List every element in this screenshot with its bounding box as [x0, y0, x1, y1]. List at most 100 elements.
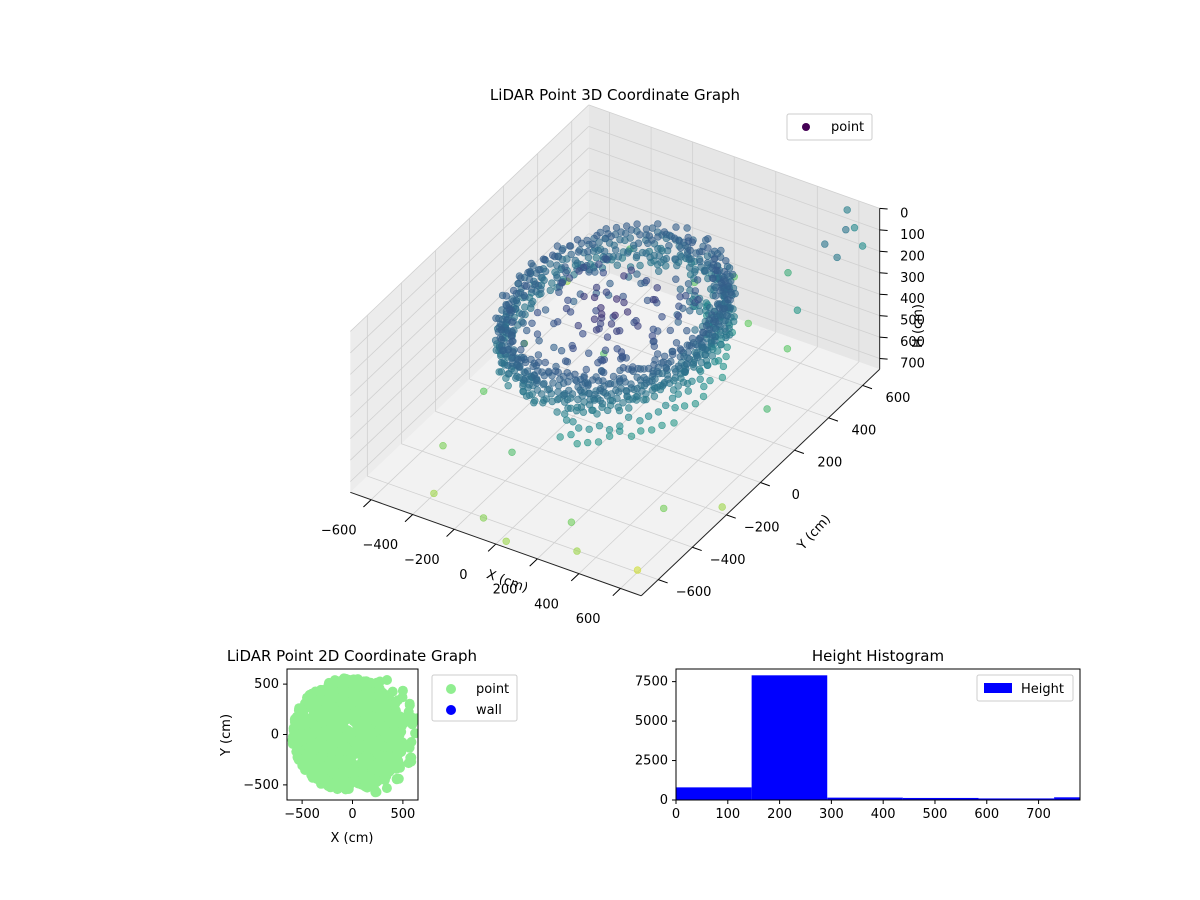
point-3d	[535, 337, 543, 345]
point-3d	[545, 385, 554, 393]
point-3d	[569, 418, 577, 426]
tick-label-hist-x: 600	[974, 807, 999, 822]
chart-3d-title: LiDAR Point 3D Coordinate Graph	[490, 86, 740, 104]
point-3d	[744, 319, 752, 328]
point-3d	[439, 442, 447, 450]
point-3d	[600, 356, 608, 364]
point-2d	[404, 698, 415, 709]
point-3d	[502, 537, 510, 545]
point-2d	[406, 752, 417, 763]
tick-z	[879, 207, 888, 210]
point-3d	[711, 324, 720, 333]
point-2d	[347, 677, 358, 688]
point-3d	[654, 408, 663, 416]
point-3d	[674, 390, 682, 398]
point-3d	[640, 365, 648, 373]
point-3d	[639, 396, 648, 404]
point-2d	[410, 728, 418, 739]
point-3d	[661, 401, 670, 410]
tick-label-hist-y: 2500	[635, 754, 668, 769]
histogram-bar	[902, 797, 979, 800]
tick-label-x: 0	[459, 568, 467, 583]
point-3d	[533, 308, 542, 317]
point-3d	[546, 286, 554, 295]
point-3d	[654, 233, 662, 241]
point-3d	[683, 224, 691, 232]
point-3d	[553, 242, 562, 250]
point-2d	[333, 768, 344, 779]
point-3d	[534, 358, 543, 367]
point-3d	[629, 363, 637, 371]
point-3d	[653, 383, 661, 391]
point-3d	[541, 306, 550, 314]
point-2d	[356, 680, 367, 691]
point-3d	[586, 396, 594, 404]
point-3d	[533, 376, 541, 385]
point-3d	[633, 270, 641, 278]
point-3d	[548, 251, 557, 259]
point-3d	[675, 302, 683, 310]
point-2d	[330, 713, 341, 724]
point-3d	[564, 296, 572, 304]
point-3d	[582, 365, 590, 374]
point-3d	[605, 426, 614, 434]
histogram-ticks: 0 100 200 300 400 500 600 700 0 2500 5000 7500	[635, 675, 1051, 822]
point-3d	[717, 341, 725, 349]
point-3d	[658, 421, 666, 430]
point-3d	[595, 260, 603, 268]
point-3d	[625, 404, 633, 412]
tick-z	[879, 293, 888, 296]
point-3d	[843, 206, 851, 214]
point-3d	[550, 343, 558, 352]
point-3d	[553, 274, 561, 282]
point-3d	[584, 380, 592, 388]
point-3d	[670, 419, 678, 427]
tick-label-x: −400	[362, 538, 398, 553]
point-3d	[688, 238, 696, 246]
point-3d	[618, 353, 627, 362]
point-3d	[606, 279, 614, 288]
point-3d	[590, 293, 599, 302]
point-3d	[634, 322, 642, 330]
point-3d	[549, 379, 557, 387]
point-3d	[560, 410, 569, 418]
tick-z	[879, 250, 888, 253]
point-2d	[324, 740, 334, 751]
point-2d	[323, 684, 334, 695]
point-3d	[541, 267, 550, 276]
point-3d	[727, 288, 735, 296]
chart-3d-ticks: −600 −400 −200 0 200 400 600 −600 −400 −200 0 200 40…	[321, 206, 925, 627]
point-3d	[507, 331, 516, 339]
point-3d	[574, 321, 582, 330]
point-3d	[601, 346, 610, 354]
point-2d	[306, 770, 317, 781]
point-3d	[603, 406, 612, 415]
point-2d	[393, 773, 404, 784]
point-3d	[599, 269, 607, 277]
point-3d	[693, 353, 702, 361]
point-3d	[560, 391, 568, 399]
point-3d	[708, 274, 717, 282]
point-3d	[605, 432, 614, 440]
point-3d	[548, 279, 556, 287]
point-3d	[684, 280, 693, 288]
point-3d	[611, 246, 620, 254]
grid-line-z-wall-y	[588, 190, 880, 295]
point-3d	[711, 292, 720, 300]
grid-line-z-wall-x	[350, 168, 590, 397]
point-3d	[676, 345, 684, 353]
point-3d	[596, 384, 605, 393]
point-3d	[654, 220, 662, 228]
point-3d	[674, 312, 683, 320]
grid-line-z-wall-x	[350, 104, 590, 332]
point-3d	[553, 261, 561, 269]
point-3d	[518, 310, 526, 318]
point-3d	[613, 327, 621, 335]
point-2d	[391, 763, 402, 774]
point-3d	[671, 404, 679, 412]
point-3d	[681, 292, 690, 300]
point-3d	[531, 280, 540, 288]
point-3d	[842, 226, 850, 234]
grid-line-z-wall-y	[588, 104, 880, 209]
point-3d	[722, 257, 730, 265]
